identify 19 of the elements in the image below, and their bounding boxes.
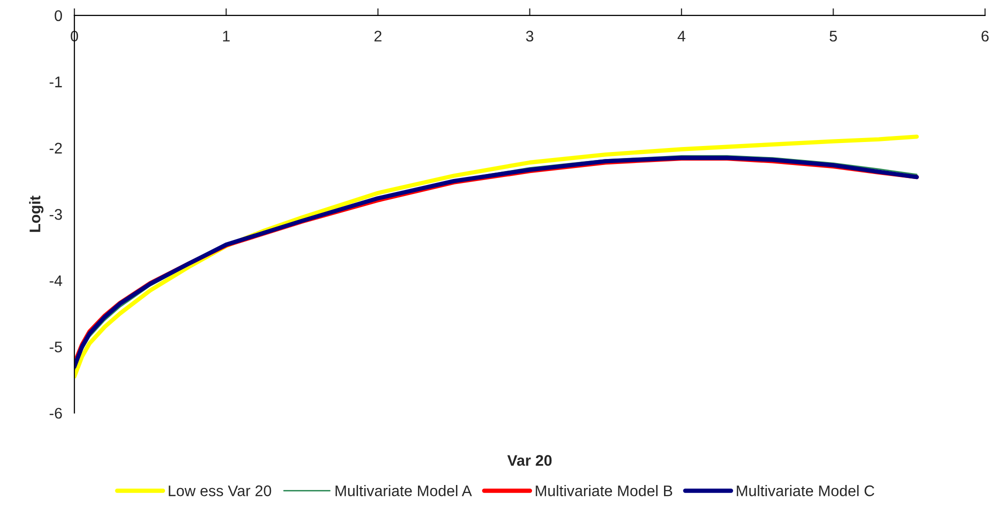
y-tick-label: -5: [50, 342, 62, 352]
x-tick-label: 5: [830, 30, 837, 42]
y-tick-label: -1: [50, 76, 62, 88]
y-tick-label: -4: [50, 275, 62, 286]
x-axis-title: Var 20: [507, 455, 552, 466]
x-tick-label: 3: [526, 30, 534, 42]
legend-label: Multivariate Model A: [336, 485, 472, 496]
legend-label: Low ess Var 20: [168, 485, 272, 496]
y-axis-title: Logit: [29, 196, 44, 232]
x-tick-label: 1: [223, 30, 230, 42]
legend-label: Multivariate Model C: [736, 485, 874, 496]
x-tick-label: 4: [678, 30, 686, 42]
y-tick-label: -2: [50, 142, 62, 154]
legend-label: Multivariate Model B: [536, 485, 672, 496]
y-tick-label: 0: [54, 10, 62, 22]
y-tick-label: -6: [50, 408, 62, 419]
x-tick-label: 6: [982, 30, 989, 42]
y-tick-label: -3: [50, 209, 62, 220]
x-tick-label: 2: [374, 30, 382, 42]
